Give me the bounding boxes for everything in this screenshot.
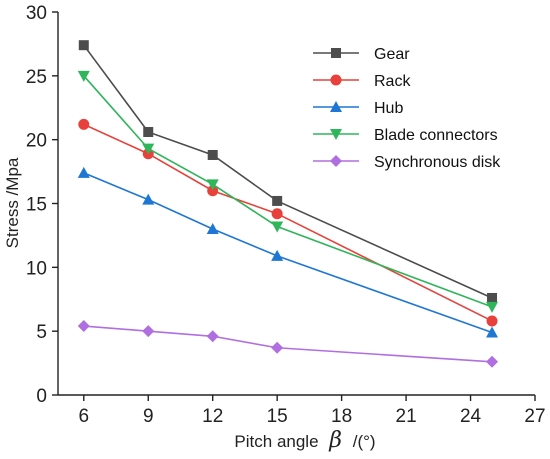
- legend-marker: [331, 48, 341, 58]
- x-tick-label: 6: [78, 406, 89, 427]
- x-tick-label: 9: [143, 406, 154, 427]
- legend-item: Blade connectors: [313, 127, 498, 144]
- x-axis-title: Pitch angle β /(°): [234, 428, 375, 453]
- data-point: [486, 315, 498, 327]
- y-tick-label: 25: [26, 67, 47, 88]
- data-point: [271, 208, 283, 220]
- data-point: [271, 249, 284, 261]
- legend-label: Gear: [374, 46, 410, 63]
- data-point: [143, 127, 154, 138]
- legend-marker: [330, 129, 342, 140]
- y-tick-label: 5: [36, 322, 47, 343]
- y-tick-label: 30: [26, 3, 47, 24]
- data-point: [486, 326, 499, 338]
- data-point: [77, 320, 90, 333]
- data-point: [271, 221, 284, 233]
- series-layer: [77, 40, 499, 368]
- series-synchronous-disk: [77, 320, 499, 368]
- series-line: [83, 172, 493, 334]
- series-blade-connectors: [77, 70, 499, 313]
- y-axis-title: Stress /Mpa: [3, 157, 22, 248]
- legend-marker: [330, 155, 342, 167]
- series-gear: [78, 40, 498, 303]
- y-ticks: 0 5 10 15 20 25 30: [26, 3, 58, 407]
- data-point: [142, 143, 155, 155]
- x-tick-label: 15: [267, 406, 288, 427]
- x-tick-label: 21: [396, 406, 417, 427]
- data-point: [77, 70, 90, 82]
- legend-marker: [330, 74, 342, 86]
- data-point: [206, 179, 219, 191]
- y-tick-label: 0: [36, 386, 47, 407]
- legend: Gear Rack Hub Blade connectors Synchronous d…: [313, 46, 501, 171]
- series-hub: [77, 166, 499, 338]
- x-ticks: 6 9 12 15 18 21 24 27: [78, 395, 546, 427]
- y-tick-label: 15: [26, 195, 47, 216]
- data-point: [142, 325, 155, 338]
- axes: [57, 12, 535, 396]
- legend-label: Synchronous disk: [374, 154, 501, 171]
- legend-label: Hub: [374, 100, 403, 117]
- series-line: [83, 75, 493, 308]
- series-rack: [78, 118, 498, 327]
- data-point: [207, 149, 218, 160]
- data-point: [142, 193, 155, 205]
- data-point: [486, 355, 499, 368]
- data-point: [77, 166, 90, 178]
- data-point: [207, 185, 219, 197]
- y-tick-label: 20: [26, 131, 47, 152]
- data-point: [78, 118, 90, 130]
- legend-item: Hub: [313, 100, 403, 117]
- data-point: [486, 301, 499, 313]
- data-point: [271, 341, 284, 354]
- legend-marker: [330, 101, 342, 112]
- legend-label: Blade connectors: [374, 127, 498, 144]
- x-tick-label: 27: [524, 406, 545, 427]
- legend-item: Gear: [313, 46, 410, 63]
- data-point: [487, 292, 498, 303]
- data-point: [272, 195, 283, 206]
- data-point: [78, 40, 89, 51]
- legend-label: Rack: [374, 73, 411, 90]
- x-tick-label: 12: [202, 406, 223, 427]
- legend-item: Synchronous disk: [313, 154, 501, 171]
- legend-item: Rack: [313, 73, 411, 90]
- data-point: [206, 330, 219, 343]
- data-point: [206, 223, 219, 235]
- y-tick-label: 10: [26, 258, 47, 279]
- x-tick-label: 24: [460, 406, 482, 427]
- x-tick-label: 18: [331, 406, 352, 427]
